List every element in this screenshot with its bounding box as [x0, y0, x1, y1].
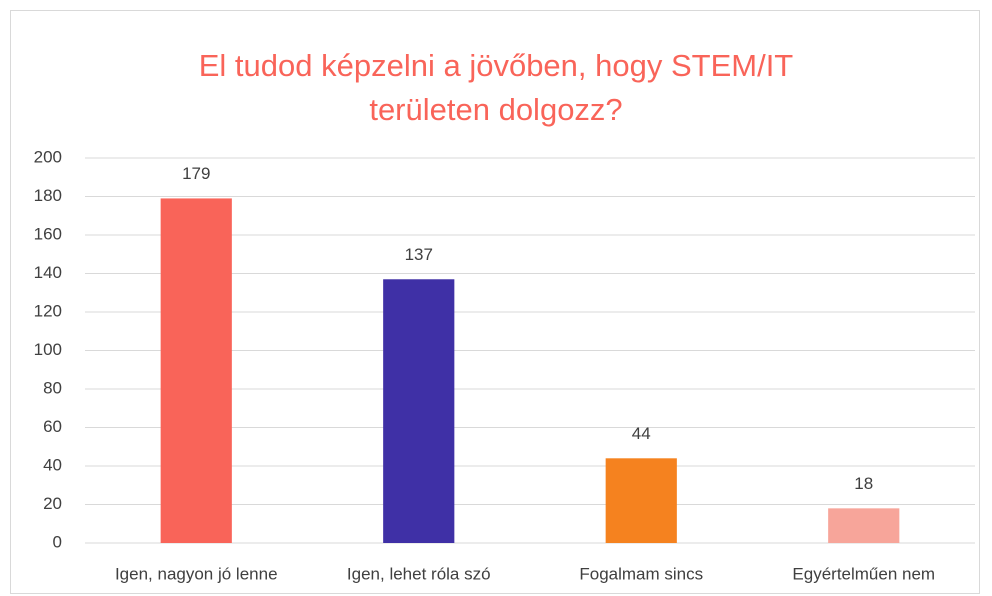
chart-frame	[10, 10, 980, 594]
data-label: 44	[632, 424, 651, 443]
bar	[828, 508, 900, 543]
bar	[383, 279, 455, 543]
y-tick-label: 160	[34, 224, 62, 243]
y-tick-label: 200	[34, 147, 62, 166]
x-tick-label: Fogalmam sincs	[579, 564, 703, 583]
y-tick-label: 40	[43, 455, 62, 474]
x-tick-label: Igen, nagyon jó lenne	[115, 564, 278, 583]
y-tick-label: 0	[53, 532, 62, 551]
data-label: 18	[854, 474, 873, 493]
x-tick-label: Egyértelműen nem	[792, 564, 935, 583]
x-tick-label: Igen, lehet róla szó	[347, 564, 491, 583]
y-tick-label: 60	[43, 417, 62, 436]
y-tick-label: 100	[34, 340, 62, 359]
y-tick-label: 140	[34, 263, 62, 282]
y-tick-label: 80	[43, 378, 62, 397]
y-tick-label: 180	[34, 186, 62, 205]
data-label: 179	[182, 164, 210, 183]
bar	[605, 458, 677, 543]
y-tick-label: 20	[43, 494, 62, 513]
chart-title: El tudod képzelni a jövőben, hogy STEM/I…	[198, 48, 794, 127]
data-label: 137	[405, 245, 433, 264]
bar	[160, 198, 232, 544]
y-tick-label: 120	[34, 301, 62, 320]
